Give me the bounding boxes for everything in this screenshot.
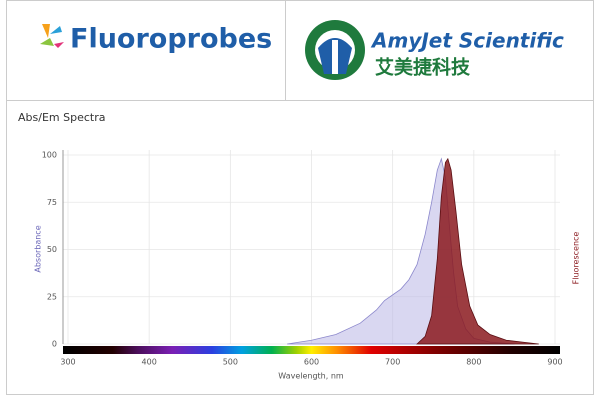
y-tick-label: 100 [42, 151, 57, 160]
brand: Fluoroprobes [70, 24, 272, 55]
x-tick-label: 300 [60, 358, 75, 367]
y2-axis-label: Fluorescence [572, 232, 581, 285]
y-tick-label: 50 [47, 245, 57, 254]
x-tick-label: 900 [547, 358, 562, 367]
x-axis-label: Wavelength, nm [278, 372, 344, 381]
spectrum-bar [63, 346, 560, 354]
brand: AmyJet Scientific [370, 29, 564, 53]
spectrum-area [416, 157, 539, 345]
x-tick-label: 400 [142, 358, 157, 367]
y-tick-label: 0 [52, 340, 57, 349]
x-tick-label: 700 [385, 358, 400, 367]
x-tick-label: 500 [223, 358, 238, 367]
frame [6, 0, 594, 395]
brand-chinese: 艾美捷科技 [375, 56, 471, 79]
y-tick-label: 25 [47, 292, 57, 301]
y-tick-label: 75 [47, 198, 57, 207]
fluoroprobes-logo: Fluoroprobes [40, 24, 272, 55]
spectrum-area [287, 157, 515, 345]
x-tick-label: 600 [304, 358, 319, 367]
plot: 0 25 50 75 100 300 400 500 600 700 800 900 [42, 150, 563, 367]
x-tick-label: 800 [466, 358, 481, 367]
chart-title: Abs/Em Spectra [18, 111, 105, 124]
amyjet-logo: AmyJet Scientific 艾美捷科技 [305, 20, 564, 80]
y-axis-label: Absorbance [34, 225, 43, 272]
